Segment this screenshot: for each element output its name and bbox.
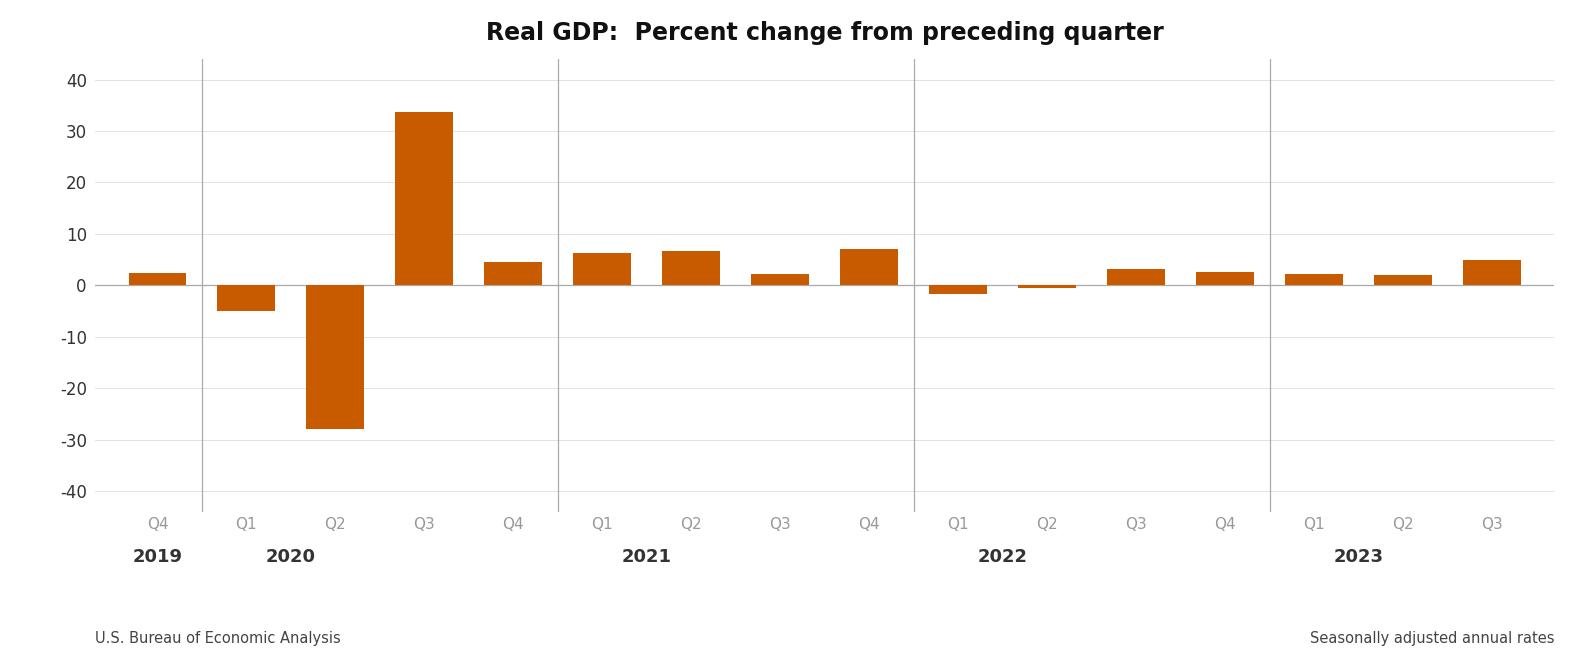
Bar: [841, 249, 898, 285]
Text: U.S. Bureau of Economic Analysis: U.S. Bureau of Economic Analysis: [95, 631, 341, 646]
Bar: [752, 274, 809, 285]
Bar: [128, 273, 187, 285]
Text: 2020: 2020: [266, 548, 316, 565]
Title: Real GDP:  Percent change from preceding quarter: Real GDP: Percent change from preceding …: [485, 20, 1164, 45]
Bar: [1107, 269, 1166, 285]
Bar: [484, 262, 542, 285]
Text: 2022: 2022: [977, 548, 1028, 565]
Bar: [663, 251, 720, 285]
Bar: [1196, 272, 1255, 285]
Text: 2021: 2021: [622, 548, 672, 565]
Text: Seasonally adjusted annual rates: Seasonally adjusted annual rates: [1310, 631, 1554, 646]
Text: 2019: 2019: [133, 548, 182, 565]
Bar: [1285, 274, 1343, 285]
Bar: [217, 285, 276, 311]
Bar: [574, 253, 631, 285]
Bar: [1462, 260, 1521, 285]
Bar: [395, 112, 454, 285]
Bar: [1373, 275, 1432, 285]
Bar: [929, 285, 986, 294]
Bar: [306, 285, 365, 430]
Bar: [1018, 285, 1075, 289]
Text: 2023: 2023: [1334, 548, 1383, 565]
